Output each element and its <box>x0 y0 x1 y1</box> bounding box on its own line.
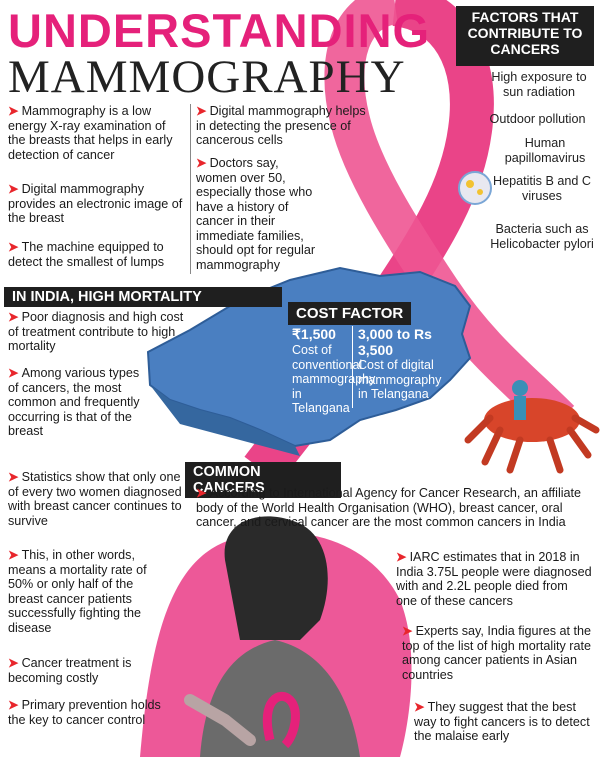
common-item-3: ➤ They suggest that the best way to fight… <box>414 700 590 743</box>
factor-item-4: Hepatitis B and C viruses <box>492 174 591 203</box>
india-item-6: ➤ Primary prevention holds the key to can… <box>8 698 161 727</box>
intro-right-item-1: ➤ Digital mammography helps in detecting … <box>196 104 366 147</box>
factors-heading: FACTORS THAT CONTRIBUTE TO CANCERS <box>456 6 594 66</box>
india-item-4: ➤ This, in other words, means a mortality… <box>8 548 147 635</box>
intro-left-item-1: ➤ Mammography is a low energy X-ray exami… <box>8 104 173 162</box>
india-item-5: ➤ Cancer treatment is becoming costly <box>8 656 132 685</box>
common-intro: ➤ According to International Agency for C… <box>196 486 582 529</box>
digital-cost-value: 3,000 to Rs 3,500 <box>358 326 432 358</box>
intro-left-item-2: ➤ Digital mammography provides an electro… <box>8 182 183 225</box>
common-item-2: ➤ Experts say, India figures at the top o… <box>402 624 592 682</box>
woman-illustration <box>140 516 412 757</box>
india-heading: IN INDIA, HIGH MORTALITY <box>4 287 282 307</box>
title-line-2: MAMMOGRAPHY <box>8 51 406 103</box>
common-heading: COMMON CANCERS <box>185 462 341 498</box>
factor-item-1: High exposure to sun radiation <box>491 70 587 99</box>
cost-heading: COST FACTOR <box>288 302 412 325</box>
divider <box>190 104 191 274</box>
title-line-1: UNDERSTANDING <box>8 4 431 57</box>
digital-cost-label: Cost of digital mammography in Telangana <box>358 358 442 401</box>
crab-icon <box>464 380 600 474</box>
conventional-cost-value: ₹1,500 <box>292 326 336 342</box>
cost-divider <box>352 326 353 408</box>
factor-item-3: Human papillomavirus <box>504 136 586 165</box>
factor-item-5: Bacteria such as Helicobacter pylori <box>490 222 594 251</box>
india-item-1: ➤ Poor diagnosis and high cost of treatme… <box>8 310 184 353</box>
factor-item-2: Outdoor pollution <box>489 112 586 126</box>
common-item-1: ➤ IARC estimates that in 2018 in India 3.… <box>396 550 592 608</box>
india-item-2: ➤ Among various types of cancers, the mos… <box>8 366 140 438</box>
intro-left-item-3: ➤ The machine equipped to detect the smal… <box>8 240 165 269</box>
india-item-3: ➤ Statistics show that only one of every … <box>8 470 182 528</box>
virus-icon <box>458 171 492 205</box>
intro-right-item-2: ➤ Doctors say, women over 50, especially … <box>196 156 316 272</box>
conventional-cost-label: Cost of conventional mammography in Tela… <box>292 343 376 415</box>
